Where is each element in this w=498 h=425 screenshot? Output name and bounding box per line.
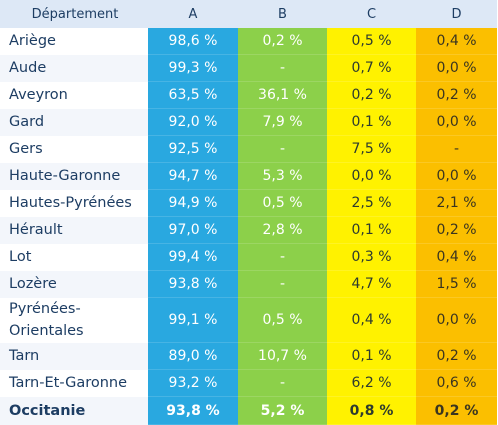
row-label: Hérault	[0, 216, 148, 244]
total-label: Occitanie	[0, 396, 148, 425]
row-label: Hautes-Pyrénées	[9, 195, 132, 211]
cell-b: 7,9 %	[238, 108, 327, 136]
table-row: Hautes-Pyrénées 94,9 % 0,5 % 2,5 % 2,1 %	[0, 189, 497, 217]
row-label: Lozère	[0, 270, 148, 298]
header-c: C	[327, 0, 416, 28]
total-cell-a: 93,8 %	[148, 396, 238, 425]
total-row: Occitanie 93,8 % 5,2 % 0,8 % 0,2 %	[0, 396, 497, 425]
row-label: Lot	[9, 249, 32, 265]
total-cell-b: 5,2 %	[238, 396, 327, 425]
cell-c: 0,1 %	[327, 216, 416, 244]
row-label: Tarn	[0, 342, 148, 370]
cell-d: 0,0 %	[416, 54, 497, 82]
cell-d: 0,0 %	[416, 297, 497, 343]
row-label: Aveyron	[9, 87, 68, 103]
cell-c: 6,2 %	[327, 369, 416, 397]
cell-d: 0,2 %	[416, 216, 497, 244]
cell-b: 0,5 %	[238, 189, 327, 217]
table-row: Aveyron 63,5 % 36,1 % 0,2 % 0,2 %	[0, 81, 497, 109]
total-cell-c: 0,8 %	[327, 396, 416, 425]
cell-c: 0,0 %	[327, 162, 416, 190]
cell-d: 0,2 %	[416, 81, 497, 109]
cell-b: 0,2 %	[238, 28, 327, 55]
table-row: Lot 99,4 % - 0,3 % 0,4 %	[0, 243, 497, 271]
cell-a: 99,1 %	[148, 297, 238, 343]
cell-c: 2,5 %	[327, 189, 416, 217]
table-row: Ariège 98,6 % 0,2 % 0,5 % 0,4 %	[0, 28, 497, 55]
total-cell-d: 0,2 %	[416, 396, 497, 425]
cell-b: -	[238, 270, 327, 298]
cell-b: 10,7 %	[238, 342, 327, 370]
table-row: Tarn 89,0 % 10,7 % 0,1 % 0,2 %	[0, 342, 497, 370]
row-label: Gers	[9, 141, 43, 157]
cell-b: -	[238, 54, 327, 82]
row-label-line2: Orientales	[9, 323, 84, 339]
cell-b: -	[238, 243, 327, 271]
cell-d: 0,0 %	[416, 108, 497, 136]
header-row: Département A B C D	[0, 0, 497, 28]
row-label: Pyrénées- Orientales	[0, 298, 148, 343]
header-department: Département	[0, 0, 148, 28]
cell-c: 0,3 %	[327, 243, 416, 271]
table-row: Gers 92,5 % - 7,5 % -	[0, 135, 497, 163]
cell-a: 99,3 %	[148, 54, 238, 82]
row-label: Ariège	[9, 33, 56, 50]
cell-a: 98,6 %	[148, 28, 238, 55]
table-row: Pyrénées- Orientales 99,1 % 0,5 % 0,4 % 0…	[0, 297, 497, 343]
cell-c: 0,1 %	[327, 108, 416, 136]
cell-d: 2,1 %	[416, 189, 497, 217]
cell-b: 36,1 %	[238, 81, 327, 109]
cell-c: 0,5 %	[327, 28, 416, 55]
cell-c: 0,1 %	[327, 342, 416, 370]
cell-d: 0,4 %	[416, 243, 497, 271]
table-row: Gard 92,0 % 7,9 % 0,1 % 0,0 %	[0, 108, 497, 136]
cell-d: -	[416, 135, 497, 163]
cell-a: 92,0 %	[148, 108, 238, 136]
cell-d: 1,5 %	[416, 270, 497, 298]
cell-b: 0,5 %	[238, 297, 327, 343]
row-label: Tarn-Et-Garonne	[9, 375, 128, 391]
cell-b: 5,3 %	[238, 162, 327, 190]
cell-c: 4,7 %	[327, 270, 416, 298]
cell-a: 94,7 %	[148, 162, 238, 190]
cell-a: 94,9 %	[148, 189, 238, 217]
cell-c: 0,2 %	[327, 81, 416, 109]
cell-a: 89,0 %	[148, 342, 238, 370]
table-row: Tarn-Et-Garonne 93,2 % - 6,2 % 0,6 %	[0, 369, 497, 397]
table-row: Lozère 93,8 % - 4,7 % 1,5 %	[0, 270, 497, 298]
header-d: D	[416, 0, 497, 28]
cell-c: 7,5 %	[327, 135, 416, 163]
table-row: Aude 99,3 % - 0,7 % 0,0 %	[0, 54, 497, 82]
header-a: A	[148, 0, 238, 28]
cell-b: -	[238, 135, 327, 163]
cell-a: 99,4 %	[148, 243, 238, 271]
cell-a: 97,0 %	[148, 216, 238, 244]
cell-d: 0,4 %	[416, 28, 497, 55]
cell-c: 0,7 %	[327, 54, 416, 82]
cell-b: -	[238, 369, 327, 397]
cell-a: 93,8 %	[148, 270, 238, 298]
row-label: Aude	[0, 54, 148, 82]
cell-d: 0,0 %	[416, 162, 497, 190]
table-row: Haute-Garonne 94,7 % 5,3 % 0,0 % 0,0 %	[0, 162, 497, 190]
cell-c: 0,4 %	[327, 297, 416, 343]
cell-a: 63,5 %	[148, 81, 238, 109]
row-label: Haute-Garonne	[0, 162, 148, 190]
cell-a: 92,5 %	[148, 135, 238, 163]
row-label: Gard	[0, 108, 148, 136]
header-b: B	[238, 0, 327, 28]
table-row: Hérault 97,0 % 2,8 % 0,1 % 0,2 %	[0, 216, 497, 244]
cell-b: 2,8 %	[238, 216, 327, 244]
cell-a: 93,2 %	[148, 369, 238, 397]
cell-d: 0,6 %	[416, 369, 497, 397]
cell-d: 0,2 %	[416, 342, 497, 370]
row-label-line1: Pyrénées-	[9, 301, 81, 317]
